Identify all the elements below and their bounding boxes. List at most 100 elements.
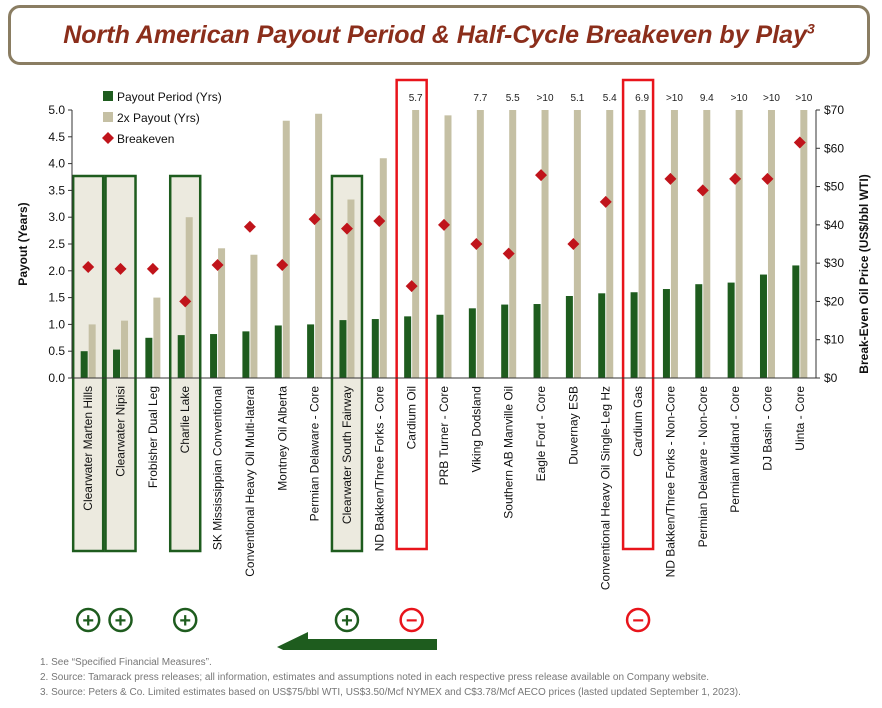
left-tick-label: 5.0: [48, 103, 65, 117]
overflow-label: >10: [666, 93, 683, 104]
right-tick-label: $20: [824, 294, 844, 308]
payout-bar: [339, 320, 347, 378]
legend-label-breakeven: Breakeven: [117, 132, 174, 146]
plus-circle-icon: [172, 607, 198, 633]
payout-bar: [792, 265, 800, 378]
overflow-label: >10: [537, 93, 554, 104]
left-tick-label: 0.0: [48, 371, 65, 385]
category-label: SK Mississippian Conventional: [211, 386, 225, 550]
green-highlight-box: [71, 174, 105, 553]
category-label: Permian Delaware - Non-Core: [696, 386, 710, 548]
payout-bar: [727, 282, 735, 378]
overflow-label: >10: [795, 93, 812, 104]
breakeven-marker: [696, 184, 709, 197]
plus-symbol: +: [341, 610, 353, 632]
highlight-boxes: [71, 78, 655, 553]
payout-bar: [630, 292, 638, 378]
overflow-label: 9.4: [700, 93, 714, 104]
two-x-payout-bar: [509, 110, 517, 378]
category-label: Permian Delaware - Core: [308, 386, 322, 522]
right-tick-label: $0: [824, 371, 838, 385]
red-highlight-box: [395, 78, 428, 551]
left-tick-label: 0.5: [48, 344, 65, 358]
category-label: ND Bakken/Three Forks - Core: [372, 386, 386, 552]
minus-symbol: −: [406, 610, 418, 632]
two-x-payout-bar: [282, 120, 290, 378]
category-label: Frobisher Dual Leg: [146, 386, 160, 488]
two-x-payout-bar: [250, 254, 258, 378]
category-label: Uinta - Core: [793, 386, 807, 451]
plus-minus-markers: + + + + − −: [75, 607, 651, 633]
overflow-labels: 5.7 7.7 5.5 >10 5.1 5.4 6.9 >10 9.4 >10 >10 >10: [409, 93, 813, 104]
category-label: Permian Midland - Core: [728, 386, 742, 513]
category-label: Cardium Oil: [405, 386, 419, 449]
category-label: Eagle Ford - Core: [534, 386, 548, 482]
right-tick-label: $60: [824, 141, 844, 155]
two-x-payout-bar: [800, 110, 808, 378]
footnote-1: 1. See “Specified Financial Measures”.: [40, 657, 212, 668]
footnote-2: 2. Source: Tamarack press releases; all …: [40, 672, 710, 683]
category-label: DJ Basin - Core: [760, 386, 774, 471]
left-arrow: [277, 632, 437, 650]
breakeven-marker: [761, 172, 774, 185]
two-x-payout-bar: [315, 113, 323, 378]
legend-swatch-breakeven: [102, 132, 114, 144]
breakeven-marker: [793, 136, 806, 149]
footnotes: 1. See “Specified Financial Measures”. 2…: [40, 655, 741, 700]
right-tick-label: $70: [824, 103, 844, 117]
legend-swatch-2x: [103, 112, 113, 122]
payout-bar: [307, 324, 315, 378]
two-x-payout-bar: [218, 248, 226, 378]
payout-bar: [210, 334, 218, 378]
plus-circle-icon: [75, 607, 101, 633]
breakeven-marker: [470, 238, 483, 250]
category-label: Southern AB Manville Oil: [502, 386, 516, 519]
breakeven-marker: [211, 259, 224, 272]
plus-symbol: +: [82, 610, 94, 632]
two-x-payout-bar: [638, 110, 646, 378]
category-label: Clearwater Marten Hills: [81, 386, 95, 511]
footnote-3: 3. Source: Peters & Co. Limited estimate…: [40, 687, 741, 698]
payout-bar: [242, 331, 250, 378]
category-label: PRB Turner - Core: [437, 386, 451, 486]
two-x-payout-bar: [379, 158, 387, 378]
left-tick-label: 2.0: [48, 264, 65, 278]
two-x-payout-bar: [88, 324, 96, 378]
breakeven-marker: [340, 222, 353, 235]
left-tick-label: 1.0: [48, 317, 65, 331]
category-label: Clearwater Nipisi: [114, 386, 128, 477]
green-highlight-box: [330, 174, 364, 553]
two-x-payout-bar: [606, 110, 614, 378]
legend: Payout Period (Yrs) 2x Payout (Yrs) Breake…: [102, 90, 222, 146]
payout-bar: [145, 337, 153, 378]
legend-label-payout: Payout Period (Yrs): [117, 90, 222, 104]
payout-bar: [371, 319, 379, 378]
overflow-label: 5.7: [409, 93, 423, 104]
two-x-payout-bar: [185, 217, 193, 378]
breakeven-marker: [146, 262, 159, 275]
category-label: Montney Oil Alberta: [275, 386, 289, 491]
arrow-icon: [277, 632, 437, 650]
payout-bar: [177, 335, 185, 378]
plus-circle-icon: [334, 607, 360, 633]
breakeven-marker: [114, 262, 127, 275]
two-x-payout-bar: [121, 320, 129, 378]
payout-bar: [274, 325, 282, 378]
category-label: Conventional Heavy Oil Single-Leg Hz: [599, 386, 613, 590]
overflow-label: >10: [763, 93, 780, 104]
breakeven-marker: [567, 238, 580, 250]
two-x-payout-bar: [444, 115, 452, 379]
green-highlight-box: [104, 174, 137, 553]
left-tick-label: 1.5: [48, 291, 65, 305]
two-x-payout-bar: [767, 110, 775, 378]
payout-bars: [80, 265, 800, 378]
left-tick-label: 4.0: [48, 157, 65, 171]
plus-symbol: +: [179, 610, 191, 632]
category-label: Viking Dodsland: [469, 386, 483, 473]
left-tick-label: 2.5: [48, 237, 65, 251]
payout-bar: [695, 284, 703, 378]
payout-bar: [468, 308, 476, 378]
payout-bar: [565, 295, 573, 378]
two-x-payout-bar: [153, 297, 161, 378]
minus-symbol: −: [632, 610, 644, 632]
